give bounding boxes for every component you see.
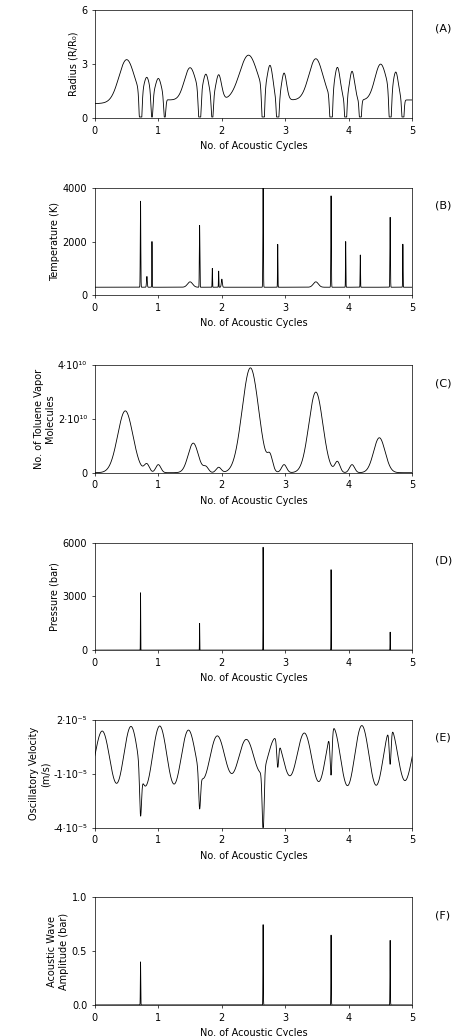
X-axis label: No. of Acoustic Cycles: No. of Acoustic Cycles <box>200 318 308 328</box>
Text: (F): (F) <box>435 911 450 920</box>
Text: (D): (D) <box>435 555 452 566</box>
X-axis label: No. of Acoustic Cycles: No. of Acoustic Cycles <box>200 1028 308 1036</box>
X-axis label: No. of Acoustic Cycles: No. of Acoustic Cycles <box>200 141 308 151</box>
Text: (B): (B) <box>435 201 451 210</box>
Y-axis label: Temperature (K): Temperature (K) <box>50 202 60 281</box>
Y-axis label: No. of Toluene Vapor
Molecules: No. of Toluene Vapor Molecules <box>34 369 55 469</box>
X-axis label: No. of Acoustic Cycles: No. of Acoustic Cycles <box>200 851 308 861</box>
Text: (C): (C) <box>435 378 451 388</box>
Text: (A): (A) <box>435 23 451 33</box>
Y-axis label: Pressure (bar): Pressure (bar) <box>50 562 60 631</box>
Y-axis label: Oscillatory Velocity
(m/s): Oscillatory Velocity (m/s) <box>29 727 51 821</box>
X-axis label: No. of Acoustic Cycles: No. of Acoustic Cycles <box>200 496 308 506</box>
Y-axis label: Acoustic Wave
Amplitude (bar): Acoustic Wave Amplitude (bar) <box>47 913 69 989</box>
Y-axis label: Radius (R/R₀): Radius (R/R₀) <box>68 32 78 96</box>
X-axis label: No. of Acoustic Cycles: No. of Acoustic Cycles <box>200 673 308 684</box>
Text: (E): (E) <box>435 732 450 743</box>
